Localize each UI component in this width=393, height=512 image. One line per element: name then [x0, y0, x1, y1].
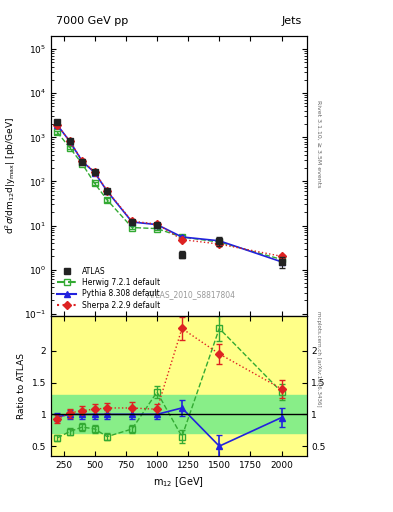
- Text: ATLAS_2010_S8817804: ATLAS_2010_S8817804: [147, 290, 236, 299]
- Legend: ATLAS, Herwig 7.2.1 default, Pythia 8.308 default, Sherpa 2.2.9 default: ATLAS, Herwig 7.2.1 default, Pythia 8.30…: [55, 265, 163, 312]
- Text: Jets: Jets: [281, 16, 301, 26]
- Y-axis label: d$^2\sigma$/dm$_{12}$d|y$_{\rm max}$| [pb/GeV]: d$^2\sigma$/dm$_{12}$d|y$_{\rm max}$| [p…: [4, 117, 18, 234]
- Text: Rivet 3.1.10, ≥ 3.5M events: Rivet 3.1.10, ≥ 3.5M events: [316, 100, 321, 187]
- Y-axis label: Ratio to ATLAS: Ratio to ATLAS: [17, 353, 26, 419]
- X-axis label: m$_{12}$ [GeV]: m$_{12}$ [GeV]: [153, 475, 204, 489]
- Text: mcplots.cern.ch [arXiv:1306.3436]: mcplots.cern.ch [arXiv:1306.3436]: [316, 311, 321, 406]
- Text: 7000 GeV pp: 7000 GeV pp: [56, 16, 129, 26]
